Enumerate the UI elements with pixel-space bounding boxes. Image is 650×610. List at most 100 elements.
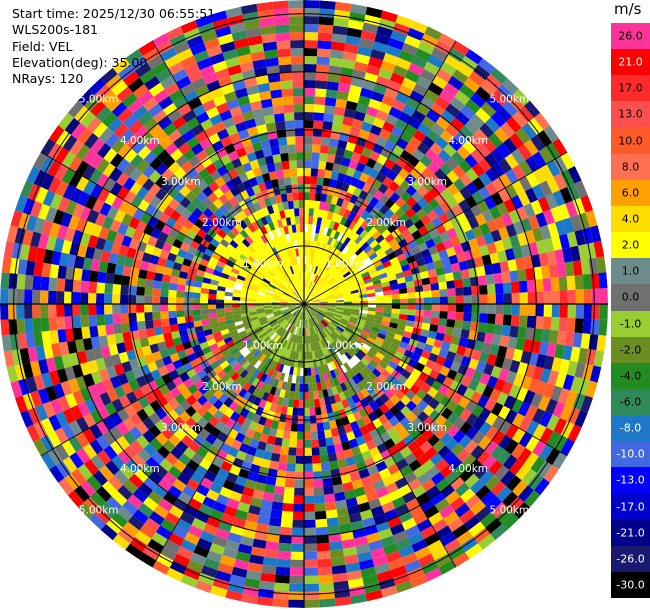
velocity-gate bbox=[429, 324, 439, 333]
velocity-gate bbox=[296, 439, 304, 448]
velocity-gate bbox=[313, 274, 319, 283]
velocity-gate bbox=[317, 209, 324, 218]
velocity-gate bbox=[343, 209, 352, 219]
velocity-gate bbox=[81, 269, 91, 282]
velocity-gate bbox=[360, 219, 370, 230]
range-ring-label: 1.00km bbox=[243, 340, 283, 352]
velocity-gate bbox=[365, 317, 375, 323]
velocity-gate bbox=[390, 289, 400, 295]
velocity-gate bbox=[311, 439, 320, 448]
velocity-gate bbox=[447, 304, 456, 312]
velocity-gate bbox=[208, 304, 217, 309]
velocity-gate bbox=[320, 462, 331, 472]
velocity-gate bbox=[446, 369, 458, 381]
velocity-gate bbox=[501, 357, 513, 371]
velocity-gate bbox=[378, 128, 392, 141]
velocity-gate bbox=[327, 452, 338, 462]
velocity-gate bbox=[517, 269, 527, 282]
velocity-gate bbox=[524, 100, 541, 118]
velocity-gate bbox=[542, 278, 552, 292]
velocity-gate bbox=[285, 128, 296, 137]
velocity-gate bbox=[176, 297, 185, 304]
velocity-gate bbox=[468, 358, 479, 370]
velocity-gate bbox=[176, 304, 185, 311]
velocity-gate bbox=[168, 289, 177, 298]
velocity-gate bbox=[566, 360, 578, 377]
velocity-gate bbox=[322, 271, 330, 280]
velocity-gate bbox=[341, 256, 350, 265]
velocity-gate bbox=[304, 208, 309, 217]
velocity-gate bbox=[479, 294, 488, 304]
velocity-gate bbox=[334, 106, 346, 117]
velocity-gate bbox=[343, 258, 352, 267]
velocity-gate bbox=[326, 310, 335, 314]
velocity-gate bbox=[395, 197, 406, 208]
velocity-gate bbox=[136, 295, 145, 304]
colorbar-tick-label: -4.0 bbox=[619, 369, 642, 383]
velocity-gate bbox=[385, 45, 402, 58]
velocity-gate bbox=[433, 205, 445, 217]
velocity-gate bbox=[343, 174, 353, 185]
velocity-gate bbox=[455, 312, 464, 321]
velocity-gate bbox=[128, 294, 137, 304]
velocity-gate bbox=[121, 322, 131, 333]
velocity-gate bbox=[342, 314, 351, 319]
velocity-gate bbox=[313, 120, 324, 129]
velocity-gate bbox=[351, 298, 360, 302]
velocity-gate bbox=[404, 234, 415, 244]
velocity-gate bbox=[293, 104, 304, 113]
velocity-gate bbox=[304, 463, 313, 472]
velocity-gate bbox=[362, 165, 373, 176]
velocity-gate bbox=[315, 80, 328, 90]
velocity-gate bbox=[304, 0, 320, 9]
velocity-gate bbox=[342, 291, 351, 296]
velocity-gate bbox=[361, 271, 370, 278]
velocity-gate bbox=[499, 335, 510, 348]
velocity-gate bbox=[332, 285, 341, 291]
velocity-gate bbox=[304, 455, 313, 464]
velocity-gate bbox=[64, 304, 73, 317]
velocity-gate bbox=[557, 388, 571, 405]
velocity-gate bbox=[562, 247, 573, 263]
velocity-gate bbox=[318, 310, 326, 315]
velocity-gate bbox=[160, 311, 169, 320]
velocity-gate bbox=[439, 162, 453, 176]
velocity-gate bbox=[314, 502, 326, 512]
velocity-gate bbox=[136, 286, 145, 296]
velocity-gate bbox=[368, 56, 384, 69]
velocity-gate bbox=[530, 340, 541, 354]
velocity-gate bbox=[530, 392, 543, 409]
velocity-gate bbox=[325, 313, 334, 319]
velocity-gate bbox=[318, 16, 335, 26]
velocity-gate bbox=[486, 242, 498, 255]
velocity-gate bbox=[327, 277, 336, 284]
station-text: WLS200s-181 bbox=[12, 22, 98, 38]
velocity-gate bbox=[525, 404, 538, 421]
velocity-gate bbox=[454, 319, 464, 329]
velocity-gate bbox=[479, 304, 488, 314]
velocity-gate bbox=[48, 304, 57, 318]
velocity-gate bbox=[380, 276, 389, 284]
velocity-gate bbox=[566, 275, 576, 291]
velocity-gate bbox=[366, 289, 376, 294]
velocity-gate bbox=[427, 268, 437, 278]
velocity-gate bbox=[304, 383, 309, 392]
velocity-gate bbox=[32, 275, 42, 291]
velocity-gate bbox=[386, 331, 396, 339]
velocity-gate bbox=[16, 318, 26, 335]
velocity-gate bbox=[398, 111, 412, 124]
velocity-gate bbox=[319, 300, 328, 303]
velocity-gate bbox=[375, 295, 384, 301]
velocity-gate bbox=[308, 290, 314, 298]
velocity-gate bbox=[502, 282, 512, 294]
velocity-gate bbox=[348, 220, 357, 231]
velocity-gate bbox=[0, 304, 9, 320]
velocity-gate bbox=[496, 202, 509, 217]
velocity-gate bbox=[419, 270, 430, 280]
velocity-gate bbox=[402, 269, 413, 278]
velocity-gate bbox=[384, 158, 396, 170]
velocity-gate bbox=[311, 447, 320, 456]
velocity-gate bbox=[407, 224, 419, 235]
velocity-gate bbox=[395, 156, 408, 169]
velocity-gate bbox=[278, 56, 292, 66]
